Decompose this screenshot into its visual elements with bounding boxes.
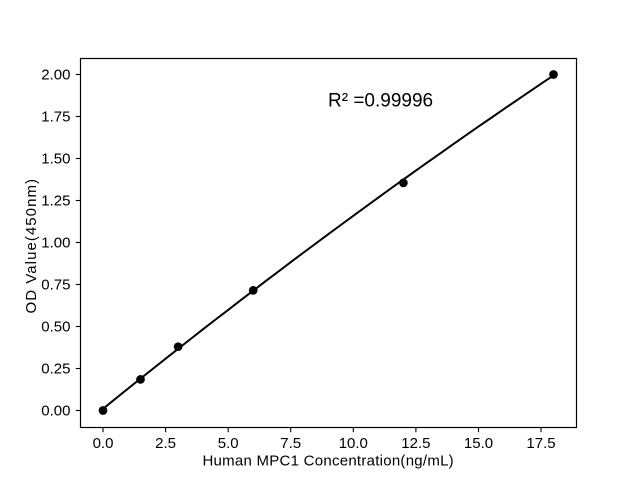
svg-text:0.50: 0.50	[41, 319, 70, 336]
svg-text:OD Value(450nm): OD Value(450nm)	[23, 178, 40, 314]
svg-text:1.25: 1.25	[41, 193, 70, 210]
svg-text:5.0: 5.0	[218, 435, 239, 452]
svg-text:1.50: 1.50	[41, 151, 70, 168]
svg-text:0.0: 0.0	[93, 435, 114, 452]
svg-text:0.25: 0.25	[41, 361, 70, 378]
svg-text:0.75: 0.75	[41, 277, 70, 294]
svg-text:7.5: 7.5	[280, 435, 301, 452]
svg-text:2.5: 2.5	[155, 435, 176, 452]
svg-text:17.5: 17.5	[526, 435, 555, 452]
svg-text:1.00: 1.00	[41, 235, 70, 252]
svg-text:Human MPC1 Concentration(ng/mL: Human MPC1 Concentration(ng/mL)	[202, 453, 454, 470]
svg-text:0.00: 0.00	[41, 403, 70, 420]
svg-text:15.0: 15.0	[464, 435, 493, 452]
svg-text:2.00: 2.00	[41, 67, 70, 84]
svg-text:R² =0.99996: R² =0.99996	[328, 91, 433, 112]
svg-text:12.5: 12.5	[401, 435, 430, 452]
svg-text:10.0: 10.0	[339, 435, 368, 452]
svg-text:1.75: 1.75	[41, 109, 70, 126]
